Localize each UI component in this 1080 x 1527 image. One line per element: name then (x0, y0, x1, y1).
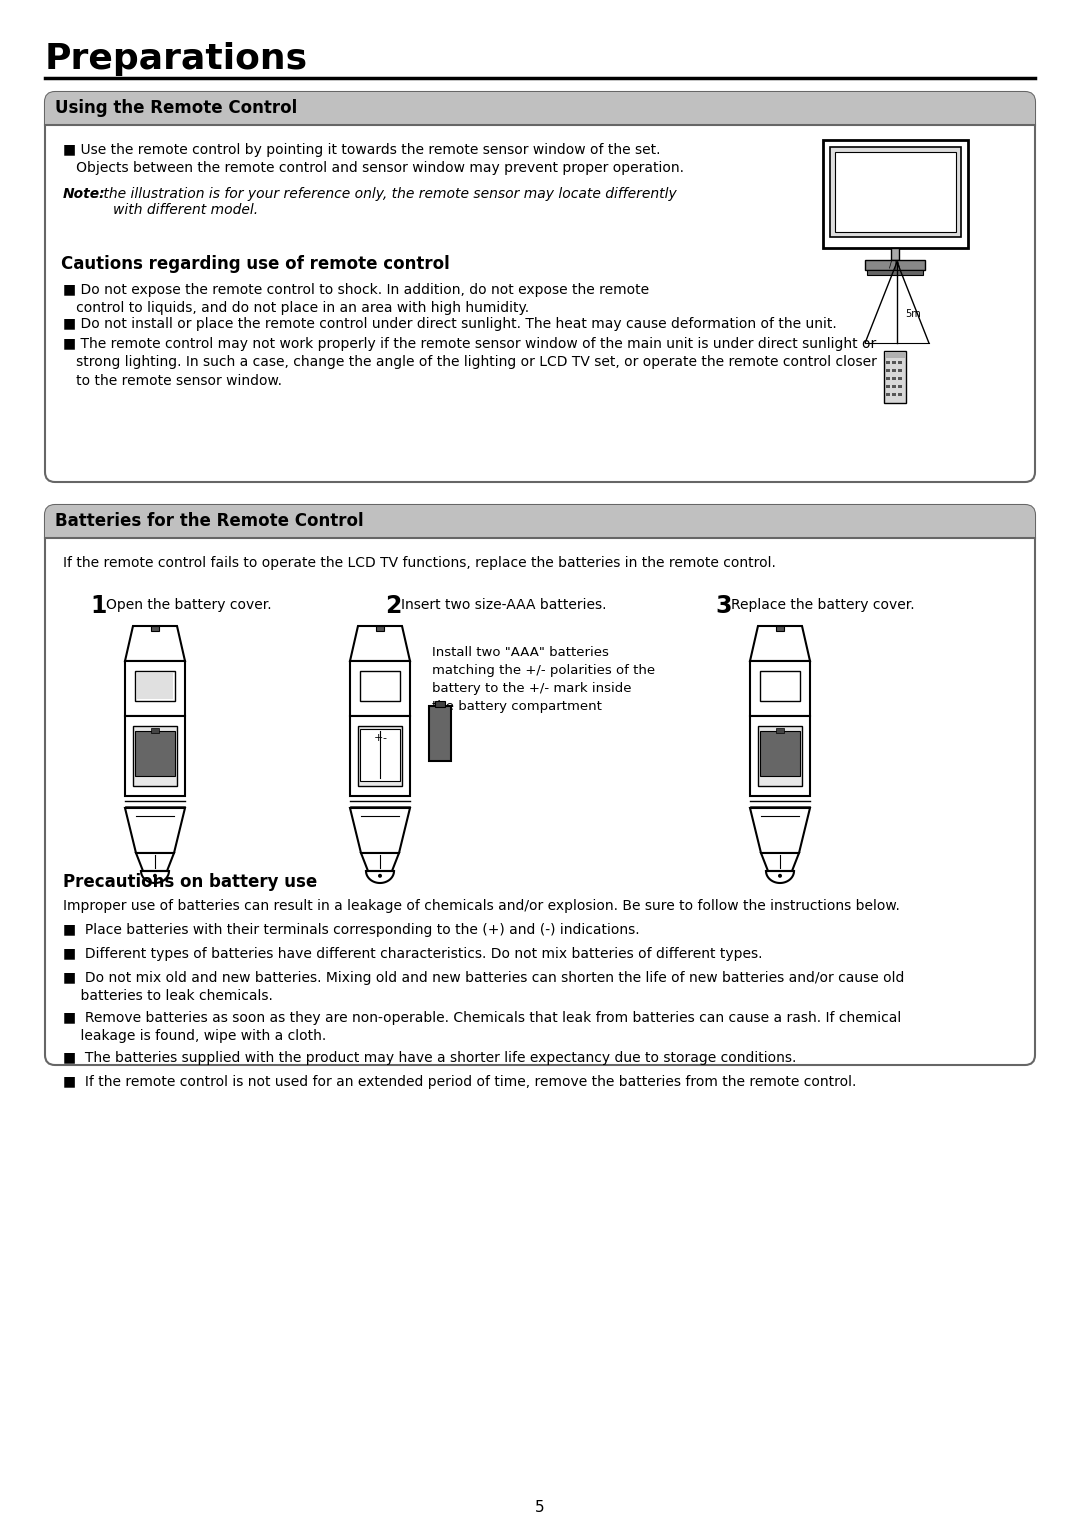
Bar (831, 147, 961, 237)
Bar (760, 670, 800, 701)
Text: Note:: Note: (63, 186, 106, 202)
Text: ■ The remote control may not work properly if the remote sensor window of the ma: ■ The remote control may not work proper… (63, 337, 877, 388)
Bar (886, 368, 890, 371)
Polygon shape (761, 854, 799, 870)
Text: ■ Do not expose the remote control to shock. In addition, do not expose the remo: ■ Do not expose the remote control to sh… (63, 282, 649, 316)
Bar (886, 385, 890, 388)
Bar (886, 377, 890, 380)
Bar (760, 731, 800, 776)
Bar (350, 661, 410, 716)
Bar (45, 525, 1035, 538)
Polygon shape (350, 626, 410, 661)
Bar (357, 725, 402, 786)
Text: Open the battery cover.: Open the battery cover. (106, 599, 272, 612)
Text: If the remote control fails to operate the LCD TV functions, replace the batteri: If the remote control fails to operate t… (63, 556, 775, 570)
Text: Cautions regarding use of remote control: Cautions regarding use of remote control (60, 255, 449, 273)
Bar (360, 670, 400, 701)
Bar (777, 728, 784, 733)
Bar (892, 385, 896, 388)
Text: -: - (382, 733, 386, 744)
Text: ■  Remove batteries as soon as they are non-operable. Chemicals that leak from b: ■ Remove batteries as soon as they are n… (63, 1011, 901, 1043)
Bar (885, 351, 906, 403)
Bar (429, 705, 451, 760)
Bar (892, 392, 896, 395)
Text: 1: 1 (90, 594, 106, 618)
Bar (891, 247, 899, 260)
Bar (45, 113, 1035, 125)
Text: / |\: / |\ (889, 261, 901, 270)
Bar (350, 716, 410, 796)
Polygon shape (361, 854, 399, 870)
FancyBboxPatch shape (45, 92, 1035, 125)
Bar (897, 385, 902, 388)
Text: ■ Use the remote control by pointing it towards the remote sensor window of the : ■ Use the remote control by pointing it … (63, 144, 684, 176)
Text: Using the Remote Control: Using the Remote Control (55, 99, 297, 118)
Text: ■  If the remote control is not used for an extended period of time, remove the : ■ If the remote control is not used for … (63, 1075, 856, 1089)
Bar (897, 392, 902, 395)
Bar (758, 725, 802, 786)
Bar (125, 661, 185, 716)
Text: the illustration is for your reference only, the remote sensor may locate differ: the illustration is for your reference o… (99, 186, 677, 202)
Polygon shape (125, 808, 185, 854)
Bar (892, 360, 896, 363)
FancyBboxPatch shape (45, 92, 1035, 483)
Bar (151, 626, 159, 631)
Polygon shape (136, 854, 174, 870)
Bar (135, 731, 175, 776)
Text: Replace the battery cover.: Replace the battery cover. (731, 599, 915, 612)
Polygon shape (350, 808, 410, 854)
Text: Precautions on battery use: Precautions on battery use (63, 873, 318, 890)
Bar (133, 725, 177, 786)
Bar (125, 716, 185, 796)
Bar (892, 377, 896, 380)
Bar (823, 140, 968, 247)
Text: 2: 2 (384, 594, 402, 618)
Text: 5: 5 (536, 1500, 544, 1515)
Bar (750, 716, 810, 796)
FancyBboxPatch shape (45, 505, 1035, 538)
Text: Improper use of batteries can result in a leakage of chemicals and/or explosion.: Improper use of batteries can result in … (63, 899, 900, 913)
Circle shape (153, 873, 157, 878)
Text: Insert two size-AAA batteries.: Insert two size-AAA batteries. (401, 599, 607, 612)
Bar (435, 701, 445, 707)
Polygon shape (750, 808, 810, 854)
Text: Install two "AAA" batteries
matching the +/- polarities of the
battery to the +/: Install two "AAA" batteries matching the… (432, 646, 656, 713)
Circle shape (778, 873, 782, 878)
Bar (376, 626, 384, 631)
Bar (360, 728, 400, 780)
Text: Batteries for the Remote Control: Batteries for the Remote Control (55, 512, 364, 530)
Bar (867, 270, 923, 275)
Polygon shape (125, 626, 185, 661)
Bar (151, 728, 159, 733)
Text: with different model.: with different model. (113, 203, 258, 217)
Bar (886, 360, 890, 363)
FancyBboxPatch shape (45, 505, 1035, 1064)
Bar (897, 377, 902, 380)
Bar (892, 368, 896, 371)
Bar (777, 626, 784, 631)
Text: ■  Do not mix old and new batteries. Mixing old and new batteries can shorten th: ■ Do not mix old and new batteries. Mixi… (63, 971, 904, 1003)
Bar (137, 673, 173, 699)
Text: ■  Different types of batteries have different characteristics. Do not mix batte: ■ Different types of batteries have diff… (63, 947, 762, 960)
Text: +: + (374, 733, 383, 744)
Bar (885, 351, 905, 357)
Text: ■  Place batteries with their terminals corresponding to the (+) and (-) indicat: ■ Place batteries with their terminals c… (63, 922, 639, 938)
Text: ■ Do not install or place the remote control under direct sunlight. The heat may: ■ Do not install or place the remote con… (63, 318, 837, 331)
Text: Preparations: Preparations (45, 43, 308, 76)
Bar (865, 260, 924, 270)
Bar (750, 661, 810, 716)
Bar (835, 153, 956, 232)
Text: 5m: 5m (905, 308, 921, 319)
Bar (897, 368, 902, 371)
Polygon shape (750, 626, 810, 661)
Bar (886, 392, 890, 395)
Text: ■  The batteries supplied with the product may have a shorter life expectancy du: ■ The batteries supplied with the produc… (63, 1051, 796, 1064)
Circle shape (378, 873, 382, 878)
Bar (897, 360, 902, 363)
Text: 3: 3 (715, 594, 731, 618)
Bar (135, 670, 175, 701)
